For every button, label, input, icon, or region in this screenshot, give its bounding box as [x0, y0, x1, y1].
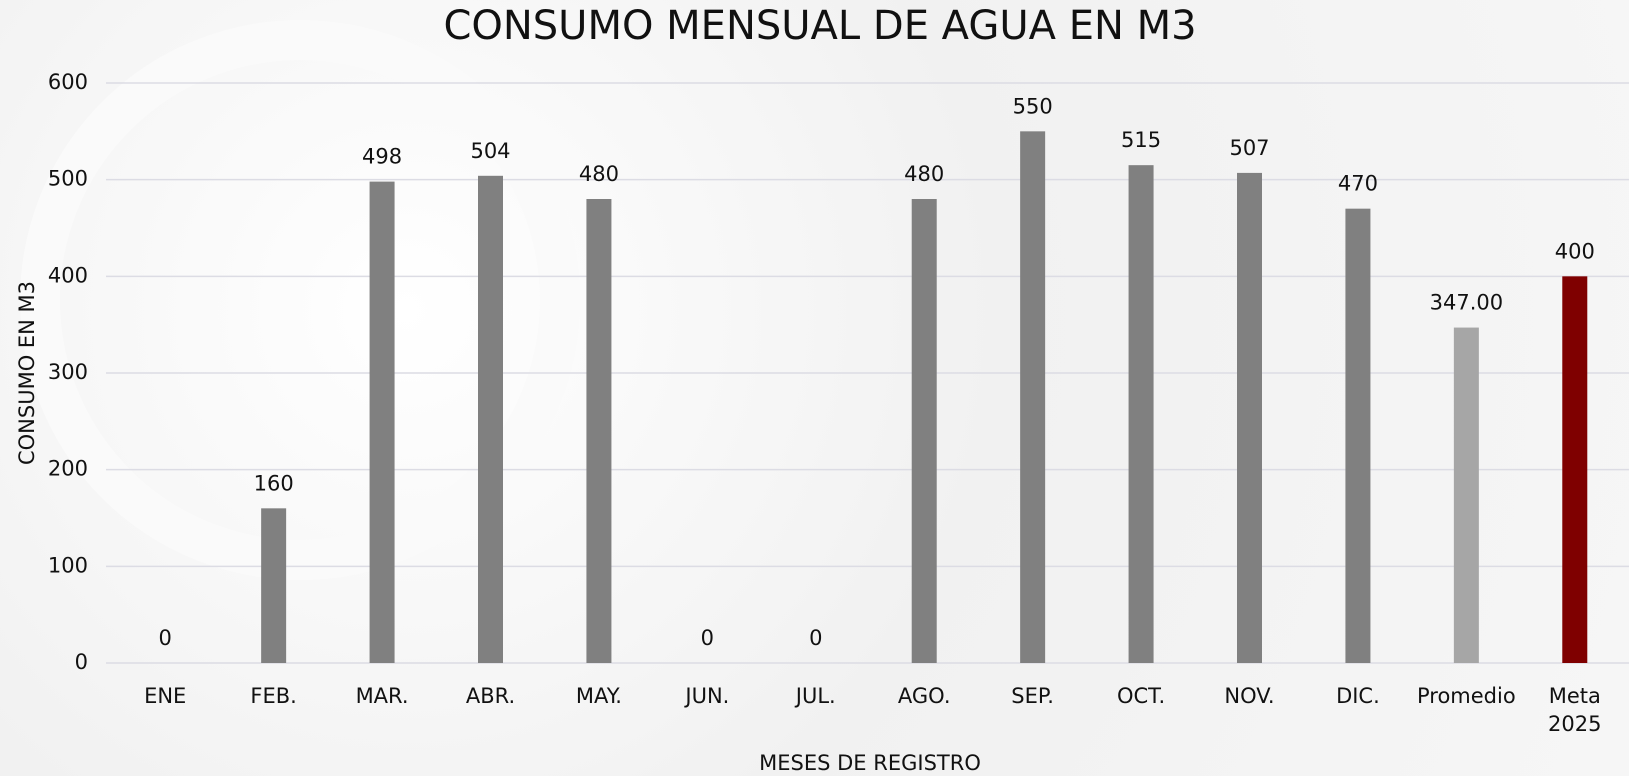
x-axis-label: MESES DE REGISTRO [759, 751, 981, 775]
x-tick-label: ABR. [466, 684, 515, 708]
bar [369, 181, 395, 663]
y-tick-label: 100 [48, 553, 88, 577]
bar [1562, 276, 1588, 663]
bar [1020, 131, 1046, 664]
data-label: 550 [1013, 94, 1053, 118]
data-label: 470 [1338, 172, 1378, 196]
x-tick-label: MAR. [356, 684, 409, 708]
data-label: 0 [159, 626, 172, 650]
x-tick-label: DIC. [1336, 684, 1380, 708]
data-label: 347.00 [1430, 291, 1503, 315]
x-tick-label: JUN. [683, 684, 729, 708]
x-tick-label: Meta 2025 [1548, 684, 1601, 736]
data-label: 400 [1555, 239, 1595, 263]
bar [586, 199, 612, 663]
data-label: 0 [809, 626, 822, 650]
x-tick-label: MAY. [576, 684, 622, 708]
watermark [20, 20, 580, 580]
data-label: 480 [904, 162, 944, 186]
x-tick-label: AGO. [898, 684, 951, 708]
x-tick-label: NOV. [1224, 684, 1274, 708]
x-tick-label: JUL. [794, 684, 836, 708]
bar [1345, 208, 1371, 663]
bar [1453, 327, 1479, 663]
x-tick-label: FEB. [250, 684, 296, 708]
chart-title: CONSUMO MENSUAL DE AGUA EN M3 [443, 3, 1196, 49]
bar [1237, 172, 1262, 663]
y-tick-label: 600 [48, 70, 88, 94]
data-label: 0 [701, 626, 714, 650]
x-tick-label: ENE [144, 684, 186, 708]
data-label: 515 [1121, 128, 1161, 152]
x-tick-label: SEP. [1011, 684, 1054, 708]
y-tick-label: 300 [48, 360, 88, 384]
bar [911, 199, 937, 663]
data-label: 507 [1229, 136, 1269, 160]
x-tick-label: Promedio [1417, 684, 1516, 708]
y-tick-label: 200 [48, 457, 88, 481]
y-tick-label: 400 [48, 263, 88, 287]
y-tick-label: 0 [75, 650, 88, 674]
bar [478, 175, 503, 664]
data-label: 480 [579, 162, 619, 186]
y-tick-label: 500 [48, 167, 88, 191]
x-tick-label: OCT. [1117, 684, 1165, 708]
data-label: 504 [470, 139, 510, 163]
data-label: 498 [362, 145, 402, 169]
data-label: 160 [254, 471, 294, 495]
y-axis-label: CONSUMO EN M3 [15, 281, 39, 465]
bar [1128, 165, 1154, 663]
bar [261, 508, 287, 663]
